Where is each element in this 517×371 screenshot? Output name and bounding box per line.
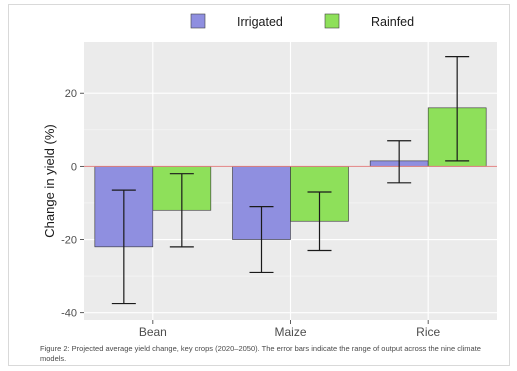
x-tick-label: Bean (139, 325, 167, 339)
y-tick-label: -20 (61, 235, 77, 247)
y-tick-label: 20 (65, 88, 77, 100)
y-tick-label: 0 (71, 161, 77, 173)
figure-caption: Figure 2: Projected average yield change… (40, 344, 481, 363)
legend-swatch-irrigated (190, 13, 206, 29)
y-tick-label: -40 (61, 308, 77, 320)
legend-label-irrigated: Irrigated (237, 15, 283, 29)
x-tick-label: Maize (274, 325, 306, 339)
y-axis-label: Change in yield (%) (42, 124, 57, 237)
legend-swatch-rainfed (324, 13, 340, 29)
x-tick-label: Rice (416, 325, 440, 339)
legend-label-rainfed: Rainfed (371, 15, 414, 29)
